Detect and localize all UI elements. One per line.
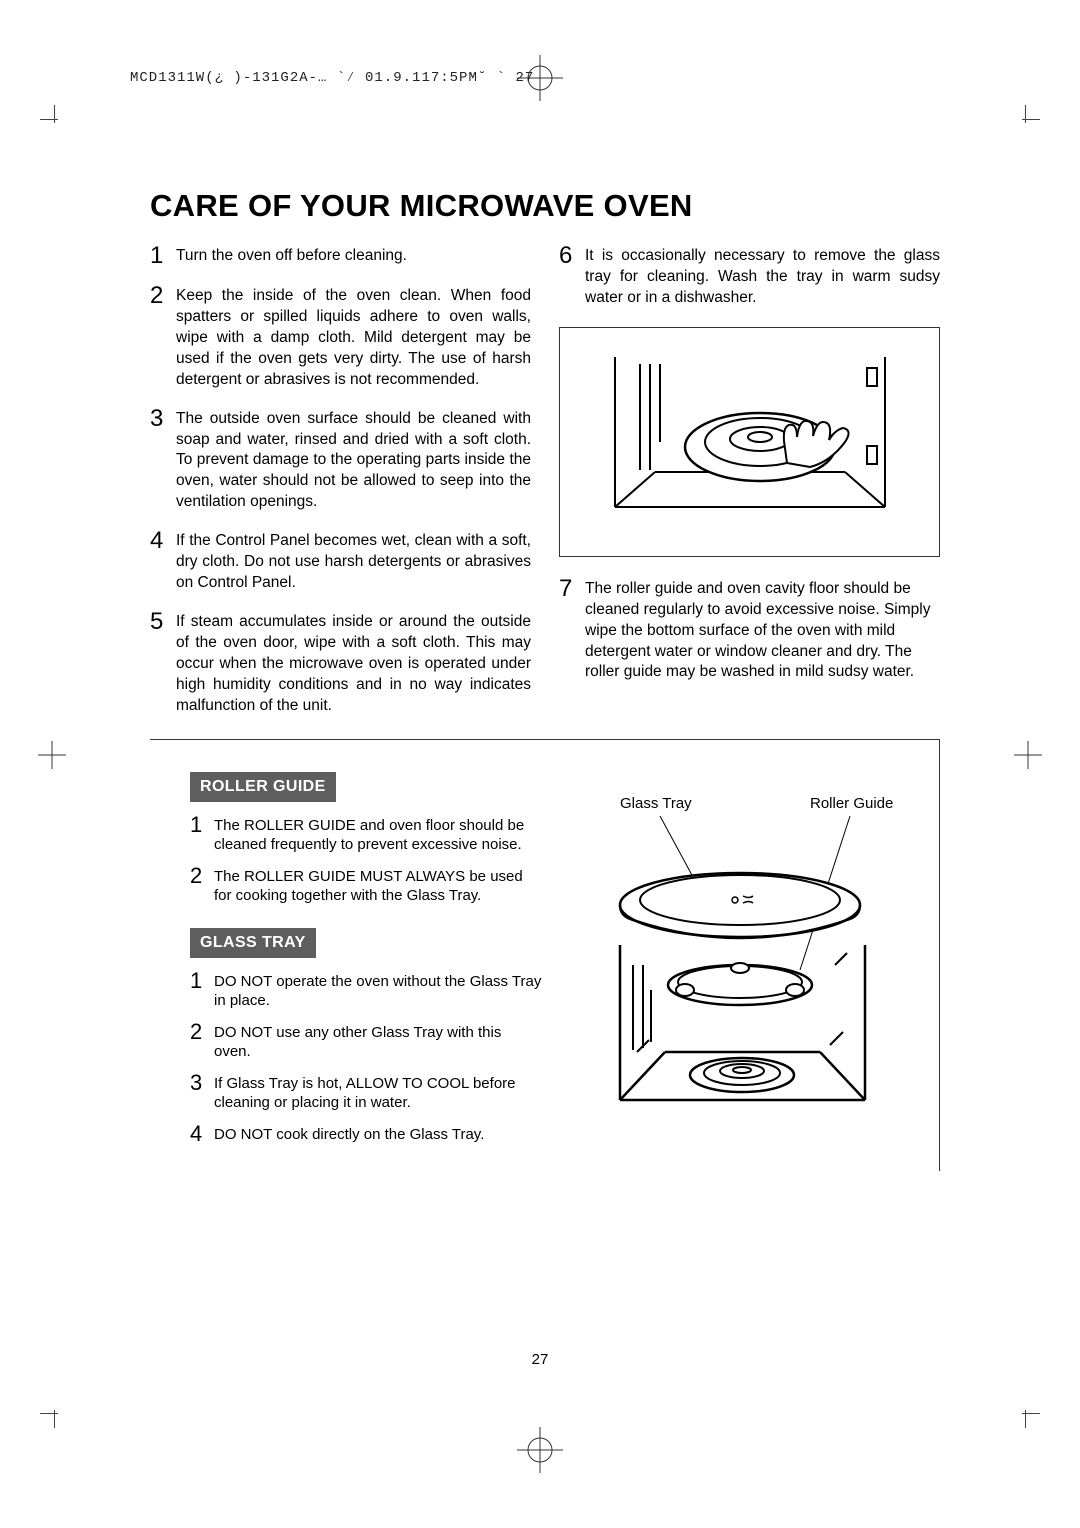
care-item: 1Turn the oven off before cleaning. (150, 246, 531, 268)
care-item: 5If steam accumulates inside or around t… (150, 612, 531, 717)
care-item: 7The roller guide and oven cavity floor … (559, 579, 940, 684)
glass-item: 3If Glass Tray is hot, ALLOW TO COOL bef… (190, 1074, 542, 1113)
care-item: 4If the Control Panel becomes wet, clean… (150, 531, 531, 594)
right-column: 6It is occasionally necessary to remove … (559, 246, 940, 735)
subsection-text-column: ROLLER GUIDE 1The ROLLER GUIDE and oven … (190, 772, 542, 1157)
roller-glass-subsection: ROLLER GUIDE 1The ROLLER GUIDE and oven … (150, 739, 940, 1171)
page-number: 27 (532, 1351, 549, 1368)
registration-mark-bottom (517, 1427, 563, 1478)
microwave-tray-figure (559, 327, 940, 557)
glass-item: 4DO NOT cook directly on the Glass Tray. (190, 1125, 542, 1145)
roller-guide-heading: ROLLER GUIDE (190, 772, 336, 802)
exploded-tray-diagram-icon: Glass Tray Roller Guide (575, 790, 915, 1130)
registration-mark-left (38, 741, 66, 774)
care-item: 3The outside oven surface should be clea… (150, 409, 531, 514)
page-title: CARE OF YOUR MICROWAVE OVEN (150, 188, 940, 224)
roller-item: 2The ROLLER GUIDE MUST ALWAYS be used fo… (190, 867, 542, 906)
crop-mark-bottom-right (1010, 1398, 1040, 1428)
glass-tray-label: Glass Tray (620, 795, 692, 812)
care-item: 6It is occasionally necessary to remove … (559, 246, 940, 309)
glass-item: 2DO NOT use any other Glass Tray with th… (190, 1023, 542, 1062)
crop-mark-top-left (40, 105, 70, 135)
roller-guide-label: Roller Guide (810, 795, 893, 812)
print-header-code: MCD1311W(¿ )-131G2A-… `⁄ 01.9.117:5PM˘ `… (130, 70, 534, 86)
crop-mark-top-right (1010, 105, 1040, 135)
page-content: CARE OF YOUR MICROWAVE OVEN 1Turn the ov… (150, 188, 940, 1171)
glass-item: 1DO NOT operate the oven without the Gla… (190, 972, 542, 1011)
microwave-interior-icon (585, 342, 915, 542)
glass-tray-heading: GLASS TRAY (190, 928, 316, 958)
crop-mark-bottom-left (40, 1398, 70, 1428)
subsection-figure-column: Glass Tray Roller Guide (570, 772, 922, 1157)
registration-mark-right (1014, 741, 1042, 774)
two-column-layout: 1Turn the oven off before cleaning. 2Kee… (150, 246, 940, 735)
roller-item: 1The ROLLER GUIDE and oven floor should … (190, 816, 542, 855)
left-column: 1Turn the oven off before cleaning. 2Kee… (150, 246, 531, 735)
care-item: 2Keep the inside of the oven clean. When… (150, 286, 531, 391)
